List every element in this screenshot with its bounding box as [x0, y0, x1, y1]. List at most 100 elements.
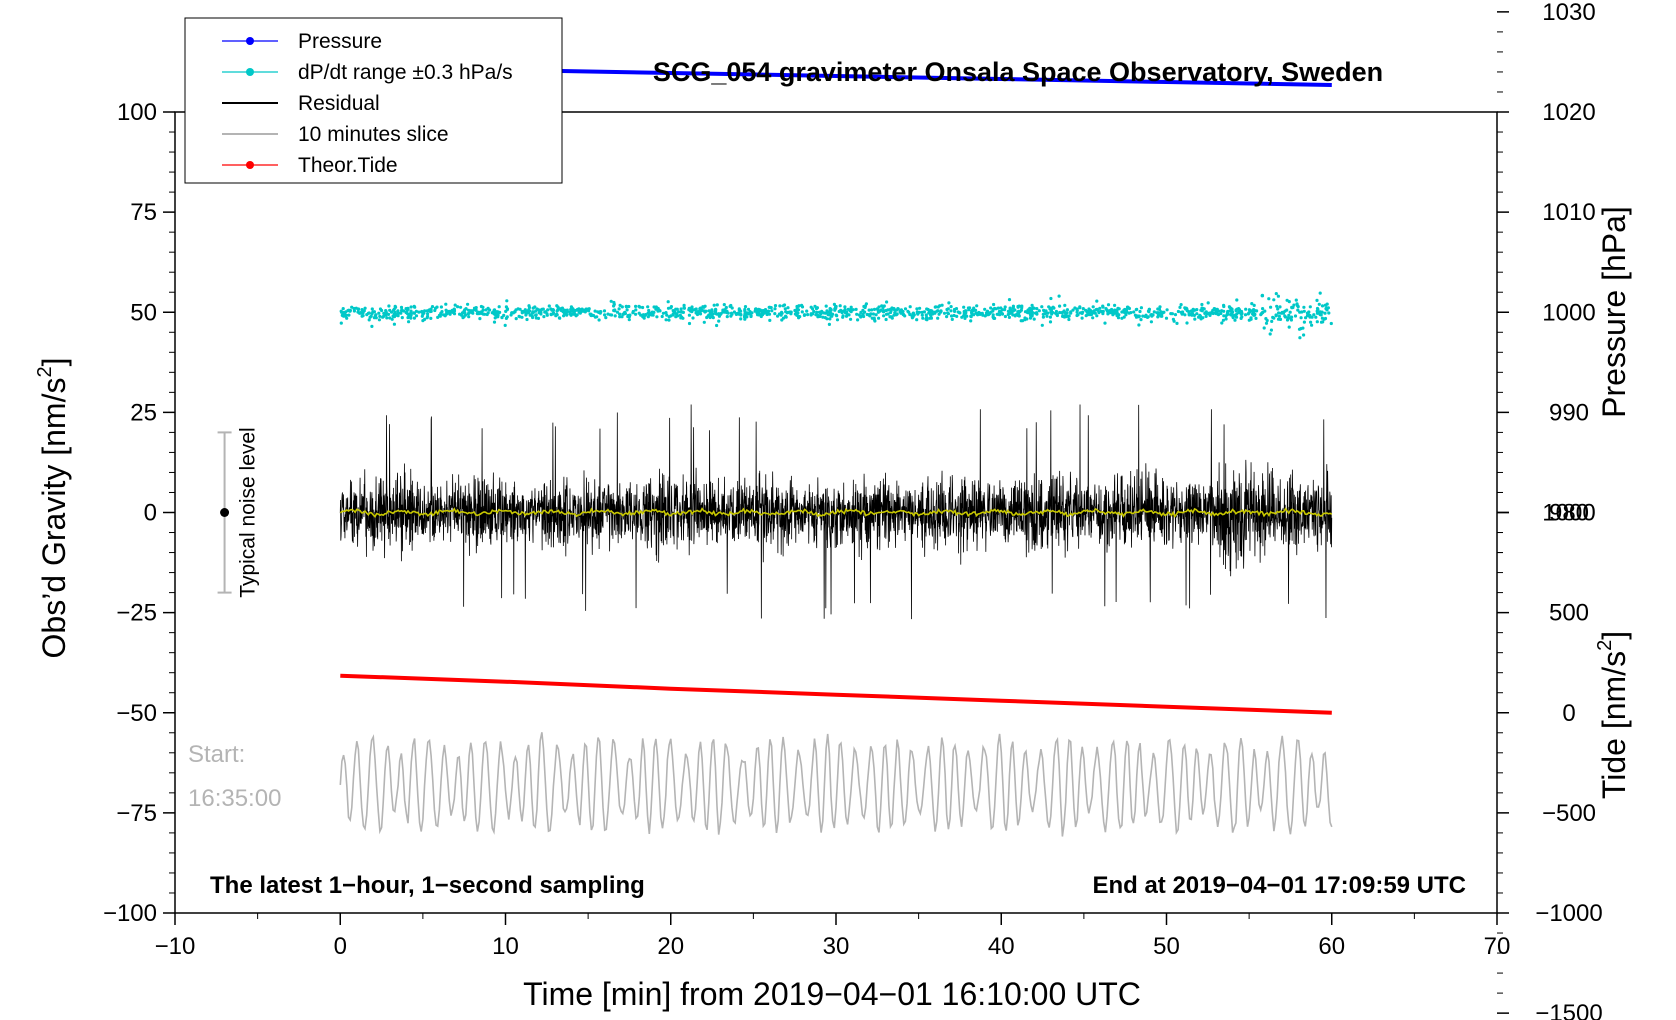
dpdt-point — [1175, 321, 1179, 325]
dpdt-point — [1137, 314, 1141, 318]
dpdt-point — [899, 311, 903, 315]
dpdt-point — [409, 309, 413, 313]
dpdt-point — [1106, 303, 1111, 307]
dpdt-point — [1016, 304, 1020, 309]
x-tick-label: 20 — [657, 933, 684, 960]
dpdt-point — [757, 307, 761, 311]
dpdt-point — [1089, 309, 1093, 313]
dpdt-point — [734, 312, 739, 316]
dpdt-point — [1164, 316, 1169, 320]
dpdt-point — [1058, 304, 1062, 308]
y-tick-label: 75 — [130, 199, 157, 226]
dpdt-point — [1274, 292, 1278, 296]
x-tick-label: 30 — [823, 933, 850, 960]
dpdt-point — [1222, 314, 1226, 318]
dpdt-point — [1190, 313, 1194, 317]
dpdt-point — [882, 304, 886, 308]
dpdt-point — [949, 314, 954, 318]
noise-level-indicator — [217, 431, 232, 594]
dpdt-point — [350, 305, 354, 309]
start-time-label: 16:35:00 — [188, 785, 281, 812]
dpdt-point — [1134, 315, 1139, 319]
dpdt-point — [1057, 294, 1061, 298]
x-tick-label: 50 — [1153, 933, 1180, 960]
dpdt-point — [546, 308, 550, 312]
dpdt-point — [1229, 313, 1233, 317]
dpdt-point — [1139, 306, 1143, 310]
tide-tick-label: −1000 — [1535, 900, 1602, 927]
dpdt-point — [969, 319, 973, 323]
dpdt-point — [439, 305, 443, 309]
dpdt-point — [514, 317, 518, 321]
dpdt-point — [920, 313, 924, 317]
dpdt-point — [749, 314, 753, 319]
dpdt-point — [610, 313, 614, 317]
dpdt-point — [862, 314, 866, 319]
dpdt-point — [427, 309, 431, 313]
dpdt-point — [1220, 309, 1224, 313]
dpdt-point — [1042, 308, 1046, 312]
dpdt-point — [504, 309, 508, 313]
dpdt-point — [1055, 313, 1059, 318]
dpdt-point — [1322, 317, 1326, 321]
dpdt-point — [960, 315, 964, 319]
dpdt-point — [472, 306, 477, 310]
dpdt-point — [1272, 298, 1276, 302]
dpdt-point — [370, 324, 374, 328]
dpdt-point — [604, 316, 608, 320]
dpdt-point — [974, 308, 978, 312]
tide-tick-label: −1500 — [1535, 1000, 1602, 1020]
dpdt-point — [1158, 305, 1162, 309]
dpdt-point — [780, 311, 784, 315]
dpdt-point — [1294, 298, 1298, 302]
legend-swatch-dot — [246, 68, 254, 76]
dpdt-point — [882, 314, 886, 318]
y-tick-label: −50 — [116, 700, 157, 727]
dpdt-point — [931, 312, 935, 316]
y-tick-label: 25 — [130, 399, 157, 426]
dpdt-point — [773, 312, 777, 316]
dpdt-point — [396, 314, 400, 318]
dpdt-point — [680, 310, 685, 314]
y-left-axis-title: Obs’d Gravity [nm/s2] — [34, 358, 72, 659]
dpdt-point — [915, 307, 919, 311]
dpdt-point — [773, 304, 778, 308]
dpdt-point — [793, 308, 797, 313]
pressure-tick-label: 980 — [1549, 500, 1589, 527]
dpdt-point — [1064, 315, 1068, 319]
dpdt-point — [347, 313, 351, 317]
dpdt-point — [835, 314, 839, 318]
dpdt-point — [444, 302, 448, 306]
dpdt-point — [1040, 305, 1044, 309]
dpdt-point — [525, 317, 529, 322]
dpdt-point — [1181, 310, 1185, 314]
dpdt-point — [558, 307, 562, 311]
dpdt-point — [603, 313, 607, 317]
dpdt-point — [467, 315, 471, 319]
dpdt-point — [577, 310, 581, 314]
dpdt-point — [374, 313, 378, 317]
dpdt-point — [859, 315, 863, 319]
dpdt-point — [1315, 309, 1319, 313]
dpdt-point — [426, 312, 430, 316]
dpdt-point — [1043, 312, 1047, 316]
dpdt-point — [412, 316, 416, 320]
dpdt-point — [1327, 311, 1331, 315]
dpdt-point — [706, 314, 710, 318]
dpdt-point — [1329, 321, 1333, 326]
dpdt-point — [1095, 314, 1099, 318]
dpdt-point — [870, 308, 874, 312]
dpdt-point — [615, 310, 620, 314]
dpdt-point — [627, 315, 632, 319]
dpdt-point — [924, 313, 928, 317]
y-left-title-superscript: 2 — [34, 366, 56, 377]
dpdt-point — [587, 309, 591, 313]
axis-layer: −10 0 10 20 30 40 50 60 70−100−75−50−25025507510… — [103, 0, 1603, 1020]
dpdt-point — [814, 313, 818, 317]
dpdt-point — [847, 313, 851, 317]
dpdt-point — [936, 309, 940, 313]
dpdt-point — [821, 315, 825, 319]
dpdt-point — [1075, 310, 1079, 314]
dpdt-point — [859, 310, 863, 314]
dpdt-point — [777, 312, 782, 316]
